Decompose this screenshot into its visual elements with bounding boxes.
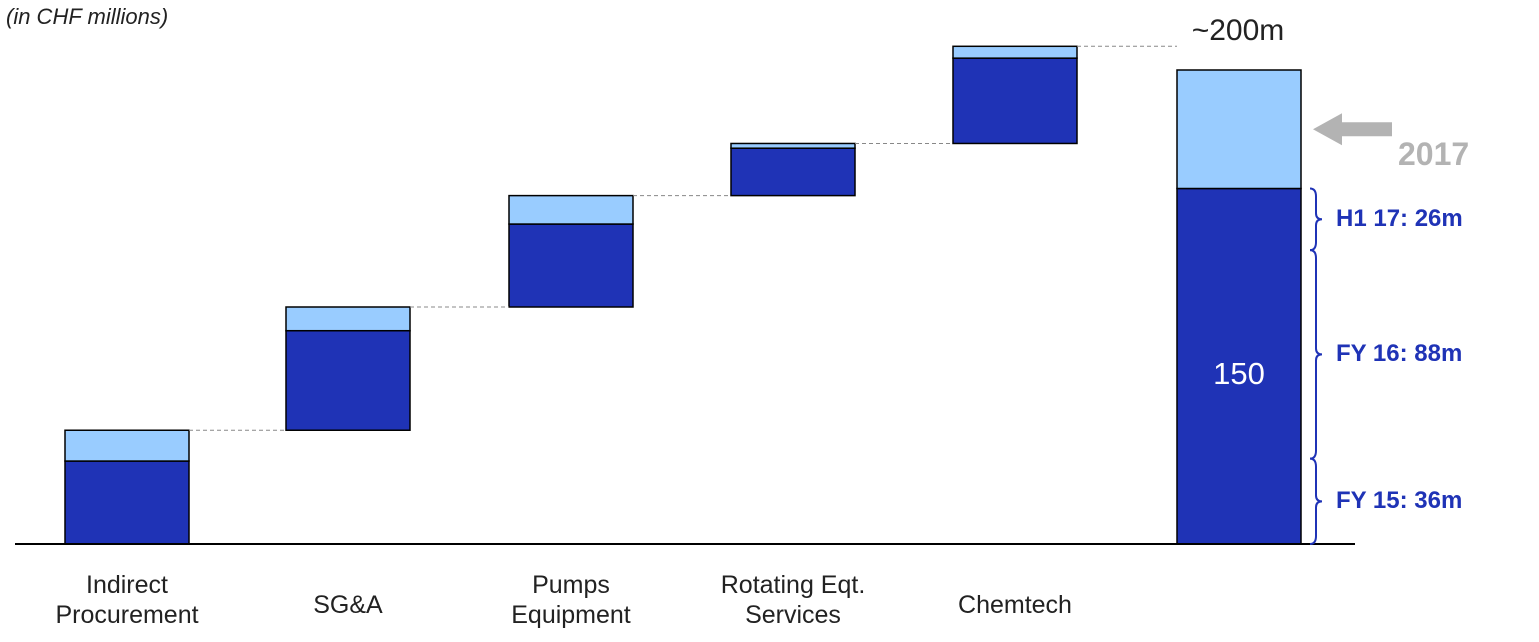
bar-addition-0 [64, 429, 190, 462]
category-label-line: Chemtech [958, 591, 1072, 619]
bar-base-1 [285, 329, 411, 431]
category-label-line: SG&A [313, 591, 383, 619]
bar-addition-2 [508, 194, 634, 225]
category-label-line: Indirect [86, 571, 168, 599]
brace-2 [1309, 457, 1323, 545]
bar-addition-1 [285, 306, 411, 332]
total-value-label: ~200m [1191, 14, 1285, 47]
total-base-value-label: 150 [1213, 356, 1265, 391]
category-label-2: Pumps Equipment [511, 570, 631, 630]
bar-addition-3 [730, 142, 856, 149]
bar-base-5 [1176, 187, 1302, 545]
unit-note: (in CHF millions) [6, 4, 169, 29]
bar-base-2 [508, 223, 634, 308]
category-label-line: Rotating Eqt. [720, 571, 866, 599]
category-label-3: Rotating Eqt. Services [721, 570, 866, 630]
brace-0 [1309, 187, 1323, 252]
bar-addition-5 [1176, 69, 1302, 190]
brace-1 [1309, 249, 1323, 460]
category-label-line: Services [745, 601, 841, 629]
brace-label-1: FY 16: 88m [1336, 340, 1463, 368]
bar-base-3 [730, 147, 856, 197]
bar-addition-4 [952, 45, 1078, 59]
category-label-0: Indirect Procurement [55, 570, 198, 630]
brace-label-0: H1 17: 26m [1336, 205, 1463, 233]
bar-base-0 [64, 460, 190, 545]
arrow-label-2017: 2017 [1398, 136, 1470, 172]
category-label-line: Pumps [532, 571, 610, 599]
arrow-icon [1313, 113, 1392, 146]
bar-base-4 [952, 57, 1078, 145]
brace-label-2: FY 15: 36m [1336, 487, 1463, 515]
category-label-line: Procurement [55, 601, 199, 629]
category-label-1: SG&A [313, 590, 382, 620]
category-label-4: Chemtech [958, 590, 1072, 620]
category-label-line: Equipment [511, 601, 631, 629]
